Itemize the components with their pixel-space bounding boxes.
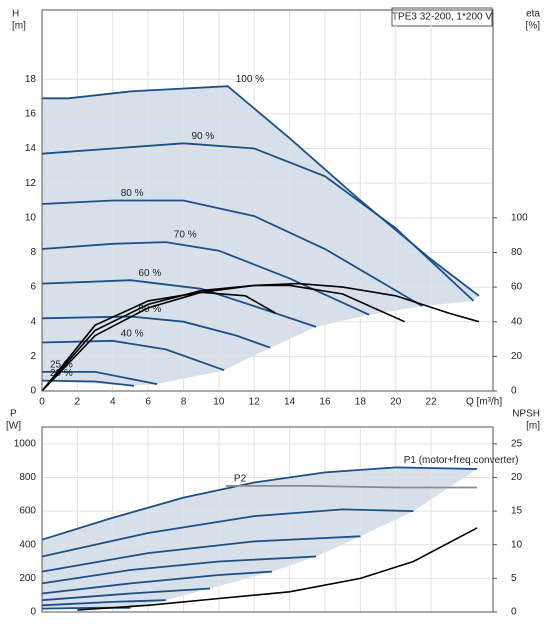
y-tick-label: 12 [25, 178, 37, 189]
plot-frame [41, 426, 494, 613]
curve-label: 80 % [121, 188, 144, 199]
y-unit: [W] [6, 421, 21, 432]
curve-label: 100 % [236, 74, 264, 85]
y-tick-label: 8 [30, 247, 36, 258]
curve [77, 527, 478, 611]
y-tick-label: 400 [19, 539, 36, 550]
y-tick-label: 10 [25, 212, 37, 223]
curve-label: P1 (motor+freq.converter) [404, 455, 519, 466]
y-label: H [12, 9, 19, 20]
y2-tick-label: 0 [511, 607, 517, 618]
y2-tick-label: 100 [511, 212, 528, 223]
curve [41, 199, 423, 307]
x-tick-label: 18 [355, 397, 367, 408]
x-label: Q [m³/h] [466, 397, 502, 408]
curve [41, 339, 225, 372]
curve-label: 90 % [191, 131, 214, 142]
y2-tick-label: 0 [511, 386, 517, 397]
y-tick-label: 200 [19, 573, 36, 584]
curve [41, 291, 276, 392]
x-tick-label: 0 [39, 397, 45, 408]
chart-title: TPE3 32-200, 1*200 V [392, 12, 492, 23]
y2-tick-label: 40 [511, 316, 523, 327]
y2-tick-label: 10 [511, 539, 523, 550]
y2-tick-label: 25 [511, 438, 523, 449]
y2-label: eta [526, 9, 540, 20]
curve-label: 50 % [138, 304, 161, 315]
y-tick-label: 0 [30, 386, 36, 397]
y2-tick-label: 20 [511, 351, 523, 362]
curve [41, 555, 317, 585]
curve [41, 508, 414, 558]
y-tick-label: 16 [25, 109, 37, 120]
curve [41, 466, 478, 541]
x-tick-label: 8 [181, 397, 187, 408]
y-unit: [m] [12, 21, 26, 32]
curve [41, 570, 272, 595]
y-tick-label: 18 [25, 74, 37, 85]
y2-tick-label: 80 [511, 247, 523, 258]
curve-label: 60 % [138, 268, 161, 279]
curve-label: 70 % [174, 230, 197, 241]
x-tick-label: 16 [319, 397, 331, 408]
y2-tick-label: 15 [511, 506, 523, 517]
y2-label: NPSH [512, 409, 540, 420]
y2-tick-label: 5 [511, 573, 517, 584]
operating-area [42, 467, 478, 609]
y2-unit: [m] [526, 421, 540, 432]
y-tick-label: 0 [30, 607, 36, 618]
curve [41, 587, 211, 602]
y-tick-label: 14 [25, 143, 37, 154]
curve [41, 379, 135, 387]
y-tick-label: 1000 [14, 438, 37, 449]
x-tick-label: 2 [75, 397, 81, 408]
x-tick-label: 4 [110, 397, 116, 408]
y-tick-label: 2 [30, 351, 36, 362]
curve-label: 40 % [121, 328, 144, 339]
curve [225, 485, 478, 489]
curve-label: P2 [234, 474, 247, 485]
y2-unit: [%] [526, 21, 541, 32]
curve [41, 142, 475, 302]
curve [41, 315, 271, 349]
curve [41, 599, 166, 607]
y-tick-label: 600 [19, 506, 36, 517]
x-tick-label: 10 [213, 397, 225, 408]
x-tick-label: 20 [390, 397, 402, 408]
x-tick-label: 14 [284, 397, 296, 408]
y-label: P [10, 409, 17, 420]
y-tick-label: 800 [19, 472, 36, 483]
title-box [391, 7, 493, 27]
curve-label: 20 % [50, 368, 73, 379]
x-tick-label: 6 [145, 397, 151, 408]
curve [41, 284, 405, 392]
y2-tick-label: 20 [511, 472, 523, 483]
curve [41, 535, 361, 573]
y-tick-label: 4 [30, 316, 36, 327]
operating-area [42, 86, 479, 386]
x-tick-label: 22 [426, 397, 438, 408]
curve [41, 282, 480, 392]
y-tick-label: 6 [30, 282, 36, 293]
x-tick-label: 12 [249, 397, 261, 408]
y2-tick-label: 60 [511, 282, 523, 293]
plot-frame [41, 9, 494, 392]
curve-label: 25 % [50, 360, 73, 371]
